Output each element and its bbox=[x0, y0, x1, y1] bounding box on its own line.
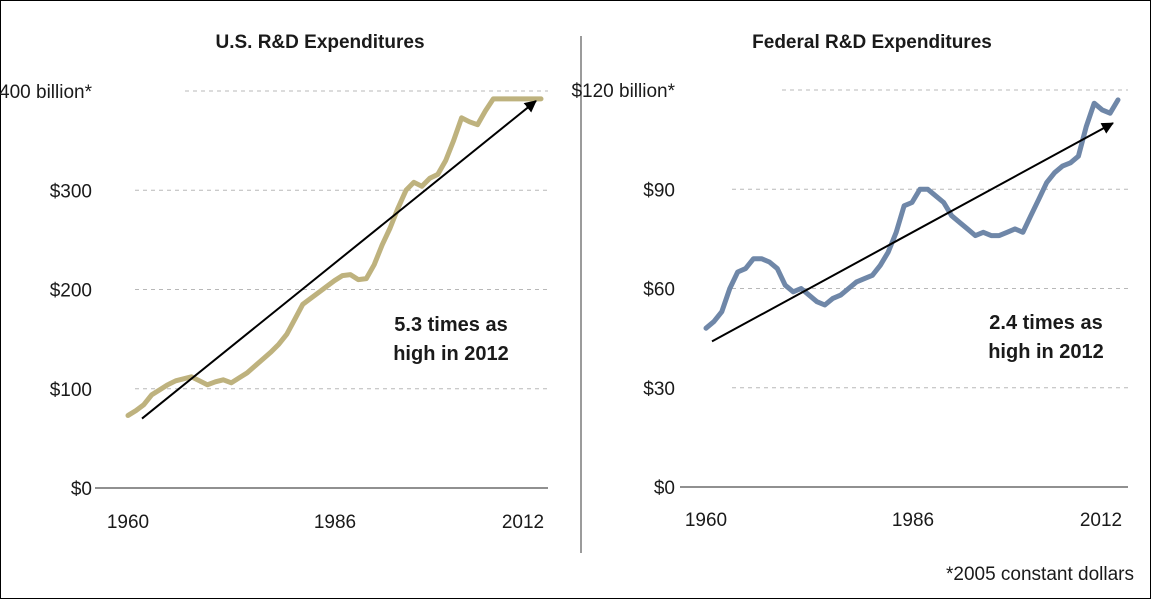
annotation-line-1: 2.4 times as bbox=[989, 312, 1102, 334]
annotation-line-1: 5.3 times as bbox=[394, 314, 507, 336]
series-line-us-rd bbox=[125, 96, 544, 418]
y-tick-label: $90 bbox=[643, 180, 675, 201]
y-tick-label: $60 bbox=[643, 280, 675, 301]
trend-arrow bbox=[141, 100, 537, 420]
x-tick-label: 1986 bbox=[314, 512, 356, 533]
federal-rd-panel: Federal R&D Expenditures $0 $30 $60 $90 $120… bbox=[571, 32, 1128, 531]
footnote: *2005 constant dollars bbox=[946, 564, 1134, 585]
x-tick-label: 2012 bbox=[502, 512, 544, 533]
y-tick-label: $400 billion* bbox=[0, 82, 93, 103]
y-tick-label: $200 bbox=[50, 281, 92, 302]
trend-arrow bbox=[711, 122, 1114, 343]
chart-title: U.S. R&D Expenditures bbox=[215, 32, 424, 53]
x-axis-ticks: 1960 1986 2012 bbox=[685, 510, 1122, 531]
gridlines bbox=[135, 90, 548, 390]
annotation-line-2: high in 2012 bbox=[393, 343, 509, 365]
x-axis-ticks: 1960 1986 2012 bbox=[107, 512, 544, 533]
y-axis-ticks: $0 $30 $60 $90 $120 billion* bbox=[571, 81, 675, 499]
y-tick-label: $30 bbox=[643, 379, 675, 400]
y-tick-label: $0 bbox=[71, 479, 92, 500]
x-tick-label: 1960 bbox=[685, 510, 727, 531]
series-line-federal-rd bbox=[703, 97, 1121, 331]
y-tick-label: $0 bbox=[654, 478, 675, 499]
x-tick-label: 1960 bbox=[107, 512, 149, 533]
chart-title: Federal R&D Expenditures bbox=[752, 32, 992, 53]
y-tick-label: $300 bbox=[50, 181, 92, 202]
y-tick-label: $120 billion* bbox=[571, 81, 675, 102]
annotation-line-2: high in 2012 bbox=[988, 341, 1104, 363]
y-tick-label: $100 bbox=[50, 380, 92, 401]
x-tick-label: 1986 bbox=[892, 510, 934, 531]
y-axis-ticks: $0 $100 $200 $300 $400 billion* bbox=[0, 82, 93, 500]
us-rd-panel: U.S. R&D Expenditures $0 $100 $200 $300 $400… bbox=[0, 32, 548, 533]
x-tick-label: 2012 bbox=[1080, 510, 1122, 531]
